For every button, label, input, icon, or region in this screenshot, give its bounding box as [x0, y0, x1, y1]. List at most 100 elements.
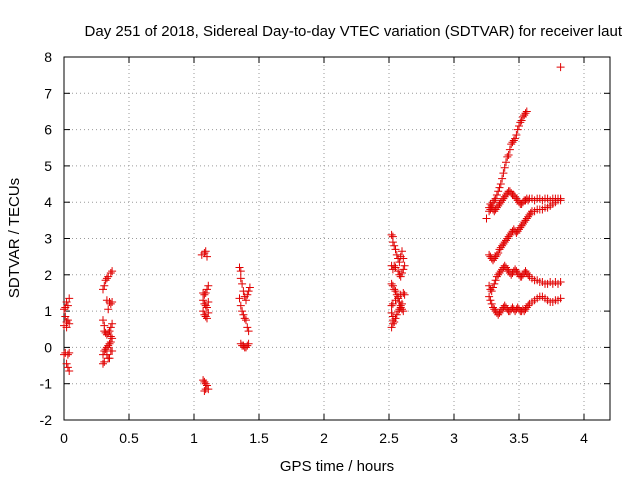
- data-point-marker: [400, 261, 409, 270]
- data-point-marker: [100, 281, 109, 290]
- y-axis-title: SDTVAR / TECUs: [6, 178, 23, 298]
- data-point-marker: [60, 305, 68, 314]
- data-point-marker: [391, 245, 400, 254]
- data-point-marker: [487, 287, 496, 296]
- data-point-marker: [391, 314, 400, 323]
- data-point-marker: [515, 121, 523, 130]
- data-point-marker: [516, 118, 525, 127]
- y-tick-label: 2: [44, 267, 52, 283]
- data-point-marker: [487, 299, 496, 308]
- data-point-marker: [63, 363, 72, 372]
- x-tick-label: 1: [190, 430, 198, 446]
- data-point-marker: [395, 258, 404, 267]
- data-point-marker: [499, 169, 508, 178]
- x-tick-label: 4: [580, 430, 588, 446]
- data-point-marker: [391, 287, 400, 296]
- data-point-marker: [486, 296, 495, 305]
- data-point-marker: [240, 314, 249, 323]
- data-point-marker: [526, 209, 535, 218]
- data-point-marker: [390, 317, 399, 326]
- data-point-marker: [388, 281, 397, 290]
- data-point-marker: [492, 190, 501, 199]
- data-point-marker: [243, 341, 252, 350]
- data-point-marker: [203, 285, 211, 294]
- x-tick-label: 3.5: [509, 430, 529, 446]
- data-point-marker: [236, 267, 245, 276]
- data-point-marker: [490, 279, 499, 288]
- x-tick-label: 2: [320, 430, 328, 446]
- y-tick-label: 5: [44, 158, 52, 174]
- data-point-marker: [106, 323, 115, 332]
- data-point-marker: [485, 281, 494, 290]
- data-point-marker: [106, 337, 115, 346]
- data-point-marker: [505, 145, 514, 154]
- y-tick-label: 8: [44, 49, 52, 65]
- data-point-marker: [392, 310, 401, 319]
- data-point-marker: [65, 348, 74, 357]
- x-tick-label: 1.5: [249, 430, 269, 446]
- data-point-marker: [390, 241, 399, 250]
- data-point-marker: [99, 316, 107, 325]
- data-point-marker: [511, 134, 520, 143]
- data-point-marker: [63, 301, 72, 310]
- data-point-marker: [99, 359, 107, 368]
- data-point-marker: [503, 152, 512, 161]
- data-point-marker: [100, 357, 109, 366]
- data-point-marker: [242, 316, 250, 325]
- chart-title: Day 251 of 2018, Sidereal Day-to-day VTE…: [85, 23, 623, 40]
- data-point-marker: [203, 314, 211, 323]
- data-point-marker: [387, 279, 396, 288]
- data-point-marker: [108, 319, 117, 328]
- data-point-marker: [244, 339, 253, 348]
- data-point-marker: [63, 316, 72, 325]
- data-point-marker: [199, 307, 208, 316]
- data-point-marker: [490, 196, 499, 205]
- data-point-marker: [62, 359, 71, 368]
- data-point-marker: [105, 354, 114, 363]
- data-point-marker: [388, 319, 397, 328]
- data-point-marker: [513, 125, 522, 134]
- data-point-marker: [387, 308, 396, 317]
- data-point-marker: [398, 247, 406, 256]
- data-point-marker: [400, 290, 409, 299]
- data-point-marker: [200, 386, 209, 395]
- y-tick-label: 0: [44, 339, 52, 355]
- data-point-marker: [387, 301, 396, 310]
- data-point-marker: [522, 107, 531, 116]
- data-point-marker: [556, 63, 565, 72]
- data-point-marker: [238, 279, 247, 288]
- data-point-marker: [399, 288, 408, 297]
- data-point-marker: [556, 278, 565, 287]
- y-tick-label: 6: [44, 122, 52, 138]
- data-point-marker: [108, 267, 117, 276]
- data-point-marker: [200, 290, 209, 299]
- data-point-marker: [390, 285, 399, 294]
- data-point-marker: [102, 274, 111, 283]
- data-point-marker: [105, 327, 114, 336]
- data-point-marker: [388, 238, 397, 247]
- data-point-marker: [203, 381, 211, 390]
- grid-layer: [64, 57, 610, 420]
- data-point-marker: [496, 180, 505, 189]
- data-point-marker: [395, 305, 404, 314]
- data-point-marker: [396, 272, 405, 281]
- data-point-marker: [204, 308, 213, 317]
- x-axis-title: GPS time / hours: [280, 458, 394, 475]
- y-tick-label: -1: [40, 376, 53, 392]
- data-point-marker: [239, 310, 248, 319]
- points-layer: [60, 63, 565, 395]
- data-point-marker: [244, 287, 253, 296]
- data-point-marker: [521, 109, 530, 118]
- x-tick-label: 0: [60, 430, 68, 446]
- data-point-marker: [106, 268, 115, 277]
- data-point-marker: [524, 301, 533, 310]
- data-point-marker: [556, 194, 565, 203]
- data-point-marker: [236, 274, 245, 283]
- x-tick-label: 3: [450, 430, 458, 446]
- data-point-marker: [399, 254, 408, 263]
- data-point-marker: [390, 261, 399, 270]
- data-point-marker: [65, 294, 74, 303]
- data-point-marker: [398, 268, 406, 277]
